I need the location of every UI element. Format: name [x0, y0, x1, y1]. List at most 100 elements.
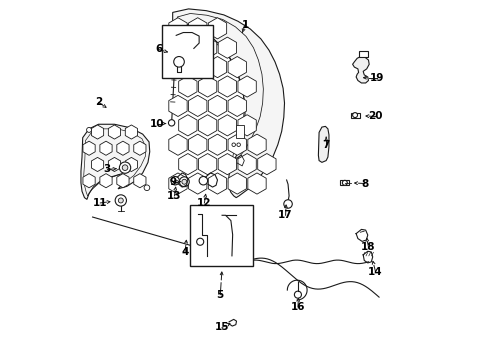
Polygon shape [198, 115, 217, 136]
Text: 17: 17 [278, 210, 293, 220]
Polygon shape [108, 125, 121, 139]
Circle shape [294, 291, 301, 298]
Polygon shape [169, 95, 187, 117]
Polygon shape [208, 57, 227, 78]
Circle shape [171, 176, 179, 185]
Text: 1: 1 [242, 20, 248, 30]
FancyBboxPatch shape [190, 205, 253, 266]
Polygon shape [189, 134, 207, 155]
Circle shape [199, 176, 208, 185]
Circle shape [232, 143, 236, 147]
Polygon shape [218, 76, 237, 97]
Polygon shape [228, 57, 246, 78]
Text: 20: 20 [368, 112, 383, 121]
Polygon shape [218, 115, 237, 136]
Polygon shape [189, 173, 207, 194]
Circle shape [353, 113, 358, 118]
Circle shape [174, 57, 184, 67]
Polygon shape [208, 18, 227, 39]
Polygon shape [179, 76, 197, 97]
Circle shape [122, 165, 128, 171]
Polygon shape [169, 57, 187, 78]
Polygon shape [248, 134, 266, 155]
FancyBboxPatch shape [340, 180, 349, 185]
Polygon shape [100, 141, 112, 155]
Polygon shape [318, 126, 329, 162]
Circle shape [343, 180, 347, 185]
Polygon shape [92, 157, 104, 171]
Polygon shape [117, 174, 129, 188]
Polygon shape [198, 153, 217, 175]
Text: 12: 12 [197, 198, 212, 208]
FancyBboxPatch shape [162, 26, 213, 78]
Polygon shape [189, 18, 207, 39]
Polygon shape [208, 173, 227, 194]
FancyBboxPatch shape [236, 125, 244, 138]
Polygon shape [198, 37, 217, 58]
FancyBboxPatch shape [351, 113, 360, 118]
FancyBboxPatch shape [359, 51, 368, 57]
Polygon shape [169, 173, 187, 194]
Polygon shape [134, 141, 146, 155]
Text: 5: 5 [217, 290, 224, 300]
Text: 2: 2 [95, 98, 102, 107]
Polygon shape [179, 37, 197, 58]
Text: 8: 8 [361, 179, 368, 189]
Text: 7: 7 [322, 140, 330, 150]
Polygon shape [189, 57, 207, 78]
Polygon shape [172, 9, 285, 198]
Circle shape [237, 143, 241, 147]
Polygon shape [169, 134, 187, 155]
Polygon shape [228, 173, 246, 194]
Circle shape [196, 238, 204, 245]
Circle shape [284, 200, 292, 208]
Polygon shape [208, 134, 227, 155]
Text: 6: 6 [155, 45, 162, 54]
Polygon shape [353, 57, 369, 83]
Circle shape [120, 162, 131, 173]
Text: 11: 11 [93, 198, 108, 208]
Text: 15: 15 [215, 323, 229, 333]
Polygon shape [248, 173, 266, 194]
Text: 18: 18 [361, 242, 376, 252]
Text: 19: 19 [370, 73, 385, 83]
Text: 13: 13 [167, 191, 182, 201]
Text: 9: 9 [169, 177, 176, 187]
Circle shape [119, 198, 123, 203]
Polygon shape [258, 153, 276, 175]
Polygon shape [228, 134, 246, 155]
Polygon shape [81, 124, 150, 199]
Polygon shape [134, 174, 146, 188]
Polygon shape [179, 153, 197, 175]
Polygon shape [218, 153, 237, 175]
Text: 14: 14 [368, 267, 383, 277]
Polygon shape [100, 174, 112, 188]
Circle shape [179, 177, 189, 187]
Circle shape [182, 179, 187, 184]
Polygon shape [169, 18, 187, 39]
Polygon shape [238, 153, 256, 175]
Text: 16: 16 [291, 302, 305, 312]
Polygon shape [189, 95, 207, 117]
Circle shape [169, 120, 175, 126]
Polygon shape [108, 157, 121, 171]
Text: 3: 3 [104, 165, 111, 174]
Polygon shape [238, 76, 256, 97]
Polygon shape [179, 115, 197, 136]
Polygon shape [228, 95, 246, 117]
Polygon shape [125, 125, 138, 139]
Text: 4: 4 [181, 247, 189, 257]
Polygon shape [83, 174, 95, 188]
Polygon shape [198, 76, 217, 97]
Circle shape [115, 195, 126, 206]
Polygon shape [125, 157, 138, 171]
Polygon shape [218, 37, 237, 58]
Polygon shape [238, 115, 256, 136]
Polygon shape [208, 95, 227, 117]
Circle shape [87, 127, 92, 132]
Polygon shape [117, 141, 129, 155]
Circle shape [144, 185, 150, 190]
Polygon shape [83, 141, 95, 155]
Polygon shape [92, 125, 104, 139]
Text: 10: 10 [149, 118, 164, 129]
